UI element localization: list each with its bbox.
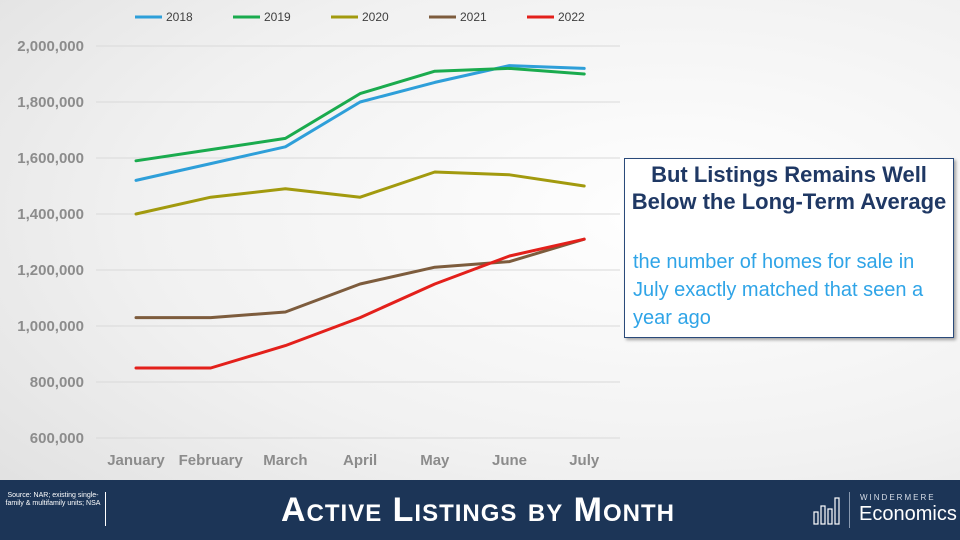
x-tick-label: February [179, 452, 244, 469]
series-lines [134, 64, 586, 370]
y-tick-label: 1,600,000 [17, 150, 84, 167]
legend: 2018 2019 2020 2021 2022 [135, 10, 585, 24]
footer-bar: Source: NAR; existing single-family & mu… [0, 480, 960, 540]
legend-label: 2018 [166, 10, 193, 24]
series-line-2020 [134, 170, 586, 216]
y-tick-label: 800,000 [30, 374, 84, 391]
callout-body: the number of homes for sale in July exa… [633, 251, 924, 329]
slide-title: Active Listings by Month [280, 491, 675, 529]
x-tick-label: January [107, 452, 165, 469]
x-tick-label: March [263, 452, 307, 469]
x-axis: January February March April May June July [107, 452, 600, 469]
callout-box: But Listings Remains Well Below the Long… [624, 158, 954, 338]
x-tick-label: June [492, 452, 527, 469]
y-tick-label: 1,200,000 [17, 262, 84, 279]
source-note: Source: NAR; existing single-family & mu… [5, 492, 101, 507]
gridlines [96, 45, 620, 439]
legend-label: 2022 [558, 10, 585, 24]
logo-wordmark: Economics [859, 503, 957, 525]
x-tick-label: July [569, 452, 600, 469]
y-tick-label: 1,800,000 [17, 94, 84, 111]
legend-label: 2020 [362, 10, 389, 24]
y-axis: 600,000 800,000 1,000,000 1,200,000 1,400,00… [17, 38, 84, 447]
x-tick-label: May [420, 452, 450, 469]
legend-label: 2019 [264, 10, 291, 24]
x-tick-label: April [343, 452, 377, 469]
y-tick-label: 600,000 [30, 430, 84, 447]
line-chart: 600,000 800,000 1,000,000 1,200,000 1,400,00… [17, 10, 620, 469]
series-line-2022 [134, 237, 586, 370]
legend-label: 2021 [460, 10, 487, 24]
logo-brand: WINDERMERE [860, 493, 936, 502]
logo-divider [849, 492, 850, 528]
series-line-2019 [134, 66, 586, 163]
series-line-2021 [134, 237, 586, 320]
bar-chart-logo-icon [813, 497, 840, 525]
y-tick-label: 1,000,000 [17, 318, 84, 335]
y-tick-label: 1,400,000 [17, 206, 84, 223]
y-tick-label: 2,000,000 [17, 38, 84, 55]
series-line-2018 [134, 64, 586, 182]
footer-divider [105, 492, 106, 526]
callout-title: But Listings Remains Well Below the Long… [631, 162, 947, 214]
